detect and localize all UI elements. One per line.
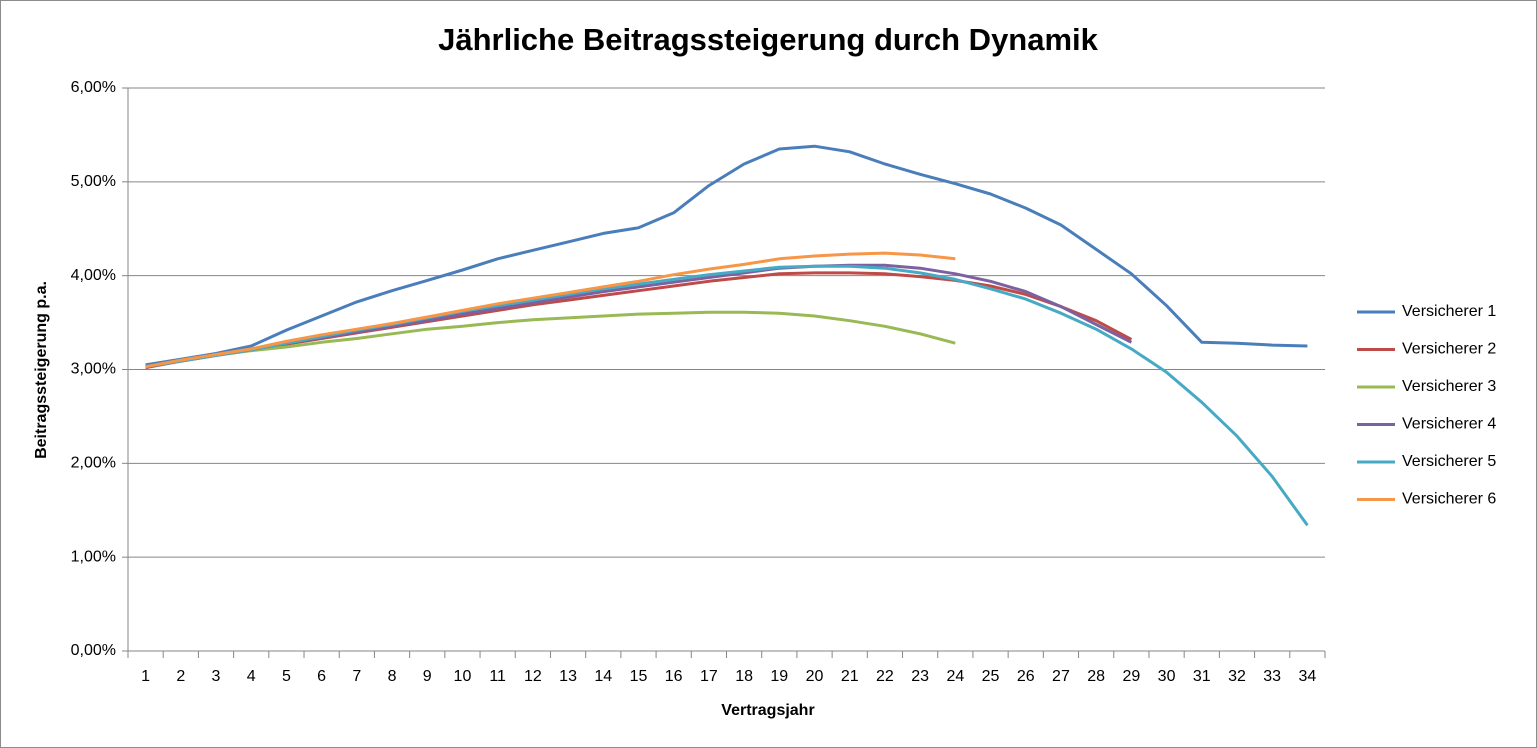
x-tick-label: 26 bbox=[1017, 668, 1035, 685]
chart-title: Jährliche Beitragssteigerung durch Dynam… bbox=[438, 22, 1099, 57]
x-tick-label: 24 bbox=[946, 668, 964, 685]
x-tick-label: 6 bbox=[317, 668, 326, 685]
x-tick-label: 27 bbox=[1052, 668, 1070, 685]
x-tick-label: 29 bbox=[1122, 668, 1140, 685]
series-line bbox=[145, 144, 1308, 367]
y-axis-title: Beitragssteigerung p.a. bbox=[33, 281, 50, 459]
x-tick-label: 31 bbox=[1193, 668, 1211, 685]
y-tick-label: 5,00% bbox=[71, 173, 116, 190]
x-tick-label: 4 bbox=[247, 668, 256, 685]
legend-label: Versicherer 2 bbox=[1402, 341, 1496, 358]
y-tick-label: 1,00% bbox=[71, 548, 116, 565]
x-tick-label: 9 bbox=[423, 668, 432, 685]
x-tick-label: 12 bbox=[524, 668, 542, 685]
y-tick-label: 0,00% bbox=[71, 642, 116, 659]
y-tick-label: 6,00% bbox=[71, 79, 116, 96]
x-tick-label: 3 bbox=[212, 668, 221, 685]
x-axis-title: Vertragsjahr bbox=[721, 702, 814, 719]
x-tick-label: 1 bbox=[141, 668, 150, 685]
x-tick-label: 22 bbox=[876, 668, 894, 685]
series-line bbox=[145, 251, 956, 369]
x-tick-label: 21 bbox=[841, 668, 859, 685]
x-tick-label: 25 bbox=[982, 668, 1000, 685]
legend-label: Versicherer 4 bbox=[1402, 416, 1496, 433]
x-tick-label: 33 bbox=[1263, 668, 1281, 685]
x-tick-label: 30 bbox=[1158, 668, 1176, 685]
x-tick-label: 11 bbox=[489, 668, 506, 685]
x-tick-label: 19 bbox=[770, 668, 788, 685]
legend-label: Versicherer 1 bbox=[1402, 303, 1496, 320]
y-tick-label: 4,00% bbox=[71, 267, 116, 284]
x-tick-label: 14 bbox=[594, 668, 612, 685]
legend-label: Versicherer 5 bbox=[1402, 453, 1496, 470]
x-tick-label: 15 bbox=[630, 668, 648, 685]
x-tick-label: 32 bbox=[1228, 668, 1246, 685]
x-tick-label: 8 bbox=[388, 668, 397, 685]
y-tick-label: 2,00% bbox=[71, 455, 116, 472]
x-tick-label: 7 bbox=[352, 668, 361, 685]
x-tick-label: 13 bbox=[559, 668, 577, 685]
x-tick-label: 28 bbox=[1087, 668, 1105, 685]
legend-label: Versicherer 6 bbox=[1402, 491, 1496, 508]
x-tick-label: 20 bbox=[806, 668, 824, 685]
x-tick-label: 23 bbox=[911, 668, 929, 685]
x-tick-label: 18 bbox=[735, 668, 753, 685]
x-tick-label: 17 bbox=[700, 668, 718, 685]
x-tick-label: 2 bbox=[176, 668, 185, 685]
x-tick-label: 10 bbox=[454, 668, 472, 685]
x-tick-label: 5 bbox=[282, 668, 291, 685]
y-tick-label: 3,00% bbox=[71, 361, 116, 378]
series-line bbox=[145, 310, 956, 369]
legend-label: Versicherer 3 bbox=[1402, 378, 1496, 395]
x-tick-label: 16 bbox=[665, 668, 683, 685]
x-tick-label: 34 bbox=[1298, 668, 1316, 685]
